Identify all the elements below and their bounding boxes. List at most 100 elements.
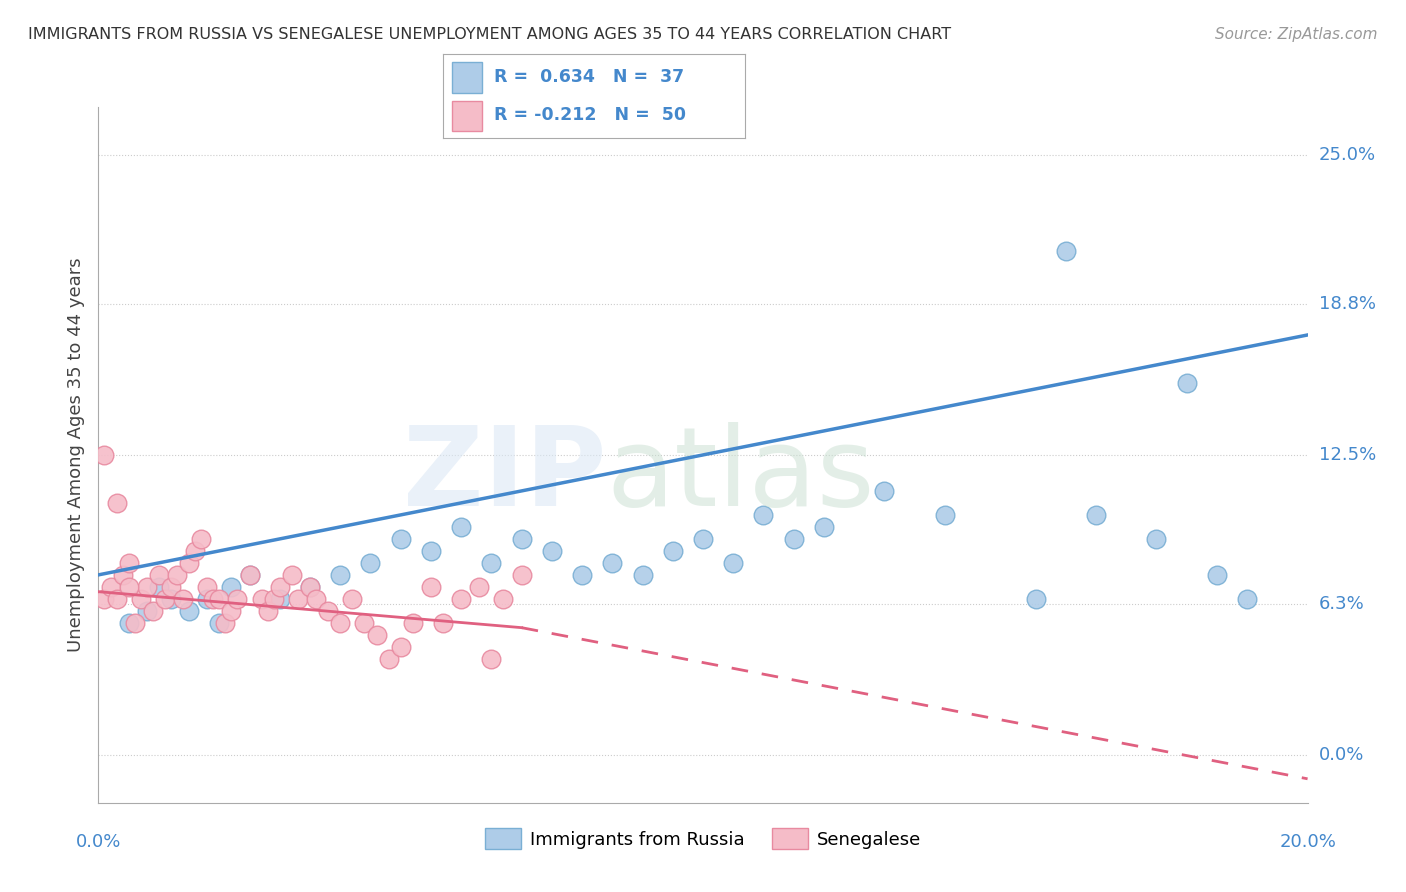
Point <box>118 556 141 570</box>
Bar <box>451 62 482 93</box>
Point <box>1085 508 1108 522</box>
Point <box>202 591 225 606</box>
Text: atlas: atlas <box>606 422 875 529</box>
Point <box>305 591 328 606</box>
Point <box>468 580 491 594</box>
Text: 12.5%: 12.5% <box>1319 446 1376 464</box>
Point <box>419 544 441 558</box>
Point <box>419 580 441 594</box>
Point <box>510 567 533 582</box>
Point <box>172 591 194 606</box>
Point <box>100 580 122 594</box>
Point <box>1054 244 1077 258</box>
Point <box>450 591 472 606</box>
Point <box>631 567 654 582</box>
Text: 0.0%: 0.0% <box>76 833 121 851</box>
Point <box>135 604 157 618</box>
Point <box>692 532 714 546</box>
Point <box>287 591 309 606</box>
Point <box>208 615 231 630</box>
Point <box>481 556 503 570</box>
Point <box>432 615 454 630</box>
Point <box>402 615 425 630</box>
Point <box>360 556 382 570</box>
Point <box>450 520 472 534</box>
Text: ZIP: ZIP <box>404 422 606 529</box>
Point <box>160 591 183 606</box>
Point <box>269 591 291 606</box>
Point <box>239 567 262 582</box>
Point <box>129 591 152 606</box>
Point <box>782 532 804 546</box>
Point <box>389 640 412 654</box>
Point <box>299 580 322 594</box>
Point <box>329 615 352 630</box>
Text: 25.0%: 25.0% <box>1319 146 1376 164</box>
Point <box>142 604 165 618</box>
Point <box>329 567 352 582</box>
Point <box>316 604 339 618</box>
Legend: Immigrants from Russia, Senegalese: Immigrants from Russia, Senegalese <box>478 822 928 856</box>
Text: IMMIGRANTS FROM RUSSIA VS SENEGALESE UNEMPLOYMENT AMONG AGES 35 TO 44 YEARS CORR: IMMIGRANTS FROM RUSSIA VS SENEGALESE UNE… <box>28 27 952 42</box>
Point <box>184 544 207 558</box>
Point <box>148 580 170 594</box>
Point <box>105 591 128 606</box>
Point <box>269 580 291 594</box>
Point <box>153 591 176 606</box>
Text: 6.3%: 6.3% <box>1319 595 1364 613</box>
Point <box>1175 376 1198 390</box>
Point <box>1144 532 1167 546</box>
Point <box>813 520 835 534</box>
Point <box>934 508 956 522</box>
Point <box>342 591 364 606</box>
Point <box>118 580 141 594</box>
Text: Source: ZipAtlas.com: Source: ZipAtlas.com <box>1215 27 1378 42</box>
Point <box>377 652 399 666</box>
Point <box>481 652 503 666</box>
Point <box>873 483 896 498</box>
Point <box>492 591 515 606</box>
Bar <box>451 101 482 131</box>
Point <box>177 556 201 570</box>
Point <box>135 580 157 594</box>
Point <box>195 580 218 594</box>
Text: 18.8%: 18.8% <box>1319 294 1375 313</box>
Point <box>540 544 562 558</box>
Point <box>195 591 218 606</box>
Point <box>353 615 375 630</box>
Point <box>190 532 212 546</box>
Point <box>226 591 249 606</box>
Text: 0.0%: 0.0% <box>1319 746 1364 764</box>
Point <box>1206 567 1229 582</box>
Point <box>93 448 115 462</box>
Point <box>160 580 183 594</box>
Point <box>571 567 593 582</box>
Point <box>602 556 624 570</box>
Point <box>177 604 201 618</box>
Point <box>752 508 775 522</box>
Point <box>214 615 236 630</box>
Point <box>221 580 243 594</box>
Point <box>299 580 322 594</box>
Point <box>111 567 134 582</box>
Point <box>661 544 683 558</box>
Point <box>721 556 744 570</box>
Point <box>256 604 278 618</box>
Point <box>250 591 273 606</box>
Y-axis label: Unemployment Among Ages 35 to 44 years: Unemployment Among Ages 35 to 44 years <box>66 258 84 652</box>
Point <box>239 567 262 582</box>
Point <box>124 615 146 630</box>
Point <box>263 591 285 606</box>
Point <box>366 628 388 642</box>
Point <box>208 591 231 606</box>
Point <box>510 532 533 546</box>
Point <box>118 615 141 630</box>
Point <box>148 567 170 582</box>
Text: R =  0.634   N =  37: R = 0.634 N = 37 <box>495 69 685 87</box>
Point <box>93 591 115 606</box>
Point <box>166 567 188 582</box>
Point <box>105 496 128 510</box>
Point <box>1236 591 1258 606</box>
Point <box>281 567 304 582</box>
Text: R = -0.212   N =  50: R = -0.212 N = 50 <box>495 106 686 124</box>
